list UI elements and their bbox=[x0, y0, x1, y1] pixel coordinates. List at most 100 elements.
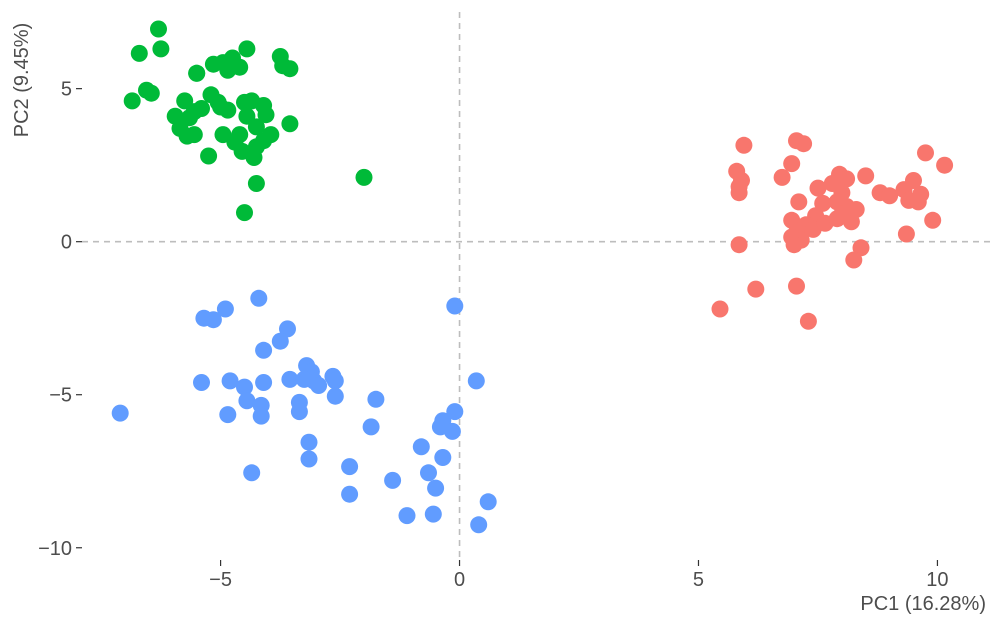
data-point bbox=[238, 392, 256, 410]
data-point bbox=[367, 390, 385, 408]
data-point bbox=[467, 372, 485, 390]
data-point bbox=[905, 172, 922, 189]
data-point bbox=[176, 92, 194, 110]
data-point bbox=[326, 387, 344, 405]
data-point bbox=[204, 311, 222, 329]
data-point bbox=[857, 167, 875, 185]
data-point bbox=[795, 135, 813, 153]
data-point bbox=[152, 40, 170, 58]
data-point bbox=[838, 170, 856, 188]
data-point bbox=[412, 438, 430, 456]
data-point bbox=[823, 175, 841, 192]
data-point bbox=[255, 374, 273, 391]
data-point bbox=[150, 20, 167, 38]
data-point bbox=[214, 126, 232, 144]
data-point bbox=[446, 403, 464, 421]
y-tick-label: −10 bbox=[38, 538, 72, 560]
data-point bbox=[247, 118, 265, 136]
data-point bbox=[243, 464, 261, 482]
data-point bbox=[845, 251, 863, 269]
x-tick-label: 0 bbox=[454, 569, 465, 591]
data-point bbox=[427, 479, 445, 497]
y-axis-title: PC2 (9.45%) bbox=[11, 23, 33, 138]
data-point bbox=[443, 422, 461, 440]
data-point bbox=[281, 115, 299, 133]
data-point bbox=[924, 211, 942, 229]
data-point bbox=[290, 403, 308, 421]
data-point bbox=[236, 378, 253, 396]
data-point bbox=[446, 297, 464, 315]
data-point bbox=[355, 168, 373, 186]
data-point bbox=[434, 449, 452, 466]
data-point bbox=[773, 168, 791, 186]
data-point bbox=[809, 179, 827, 197]
data-point bbox=[735, 136, 753, 154]
data-point bbox=[833, 205, 851, 223]
data-point bbox=[730, 236, 748, 254]
data-point bbox=[216, 300, 234, 318]
data-point bbox=[281, 370, 299, 388]
data-point bbox=[341, 458, 359, 476]
data-point bbox=[219, 101, 237, 119]
data-point bbox=[236, 204, 253, 222]
data-point bbox=[470, 516, 488, 534]
data-point bbox=[747, 280, 765, 298]
data-point bbox=[936, 156, 954, 174]
data-point bbox=[111, 404, 129, 422]
data-point bbox=[310, 377, 328, 394]
data-point bbox=[362, 418, 380, 436]
x-tick-label: −5 bbox=[209, 569, 232, 591]
series-3 bbox=[111, 289, 497, 534]
data-point bbox=[917, 144, 934, 162]
data-point bbox=[185, 126, 203, 144]
data-point bbox=[420, 464, 437, 482]
y-tick-label: 0 bbox=[61, 232, 72, 254]
data-point bbox=[783, 155, 801, 173]
x-tick-label: 5 bbox=[693, 569, 704, 591]
data-point bbox=[424, 505, 442, 523]
data-point bbox=[785, 236, 803, 254]
data-point bbox=[231, 58, 249, 76]
data-point bbox=[790, 193, 808, 211]
data-point bbox=[300, 450, 318, 468]
data-point bbox=[300, 433, 318, 451]
data-point bbox=[479, 493, 497, 511]
data-point bbox=[799, 312, 817, 330]
data-point bbox=[384, 471, 402, 489]
data-point bbox=[130, 44, 148, 62]
series-2 bbox=[711, 132, 954, 330]
data-point bbox=[788, 277, 805, 295]
data-point bbox=[897, 225, 915, 243]
data-point bbox=[247, 175, 265, 192]
data-point bbox=[255, 132, 273, 150]
data-point bbox=[733, 172, 750, 189]
data-point bbox=[326, 372, 344, 390]
y-tick-label: −5 bbox=[49, 385, 72, 407]
data-point bbox=[281, 60, 299, 78]
data-points bbox=[111, 20, 954, 534]
data-point bbox=[341, 485, 359, 503]
x-axis-title: PC1 (16.28%) bbox=[860, 593, 986, 615]
data-point bbox=[257, 106, 275, 124]
x-tick-label: 10 bbox=[926, 569, 948, 591]
data-point bbox=[279, 320, 296, 338]
data-point bbox=[252, 407, 270, 425]
y-axis: −10 −5 0 5 bbox=[38, 79, 82, 560]
data-point bbox=[193, 374, 210, 391]
data-point bbox=[142, 84, 160, 102]
data-point bbox=[238, 40, 256, 58]
data-point bbox=[881, 187, 899, 205]
data-point bbox=[271, 48, 289, 65]
data-point bbox=[255, 341, 273, 359]
data-point bbox=[188, 64, 206, 82]
data-point bbox=[200, 147, 218, 165]
data-point bbox=[711, 300, 729, 318]
series-1 bbox=[123, 20, 373, 222]
x-axis: −5 0 5 10 bbox=[209, 560, 949, 591]
data-point bbox=[123, 92, 141, 110]
data-point bbox=[814, 194, 832, 212]
reference-lines bbox=[82, 12, 990, 560]
data-point bbox=[271, 332, 289, 350]
data-point bbox=[398, 507, 416, 525]
